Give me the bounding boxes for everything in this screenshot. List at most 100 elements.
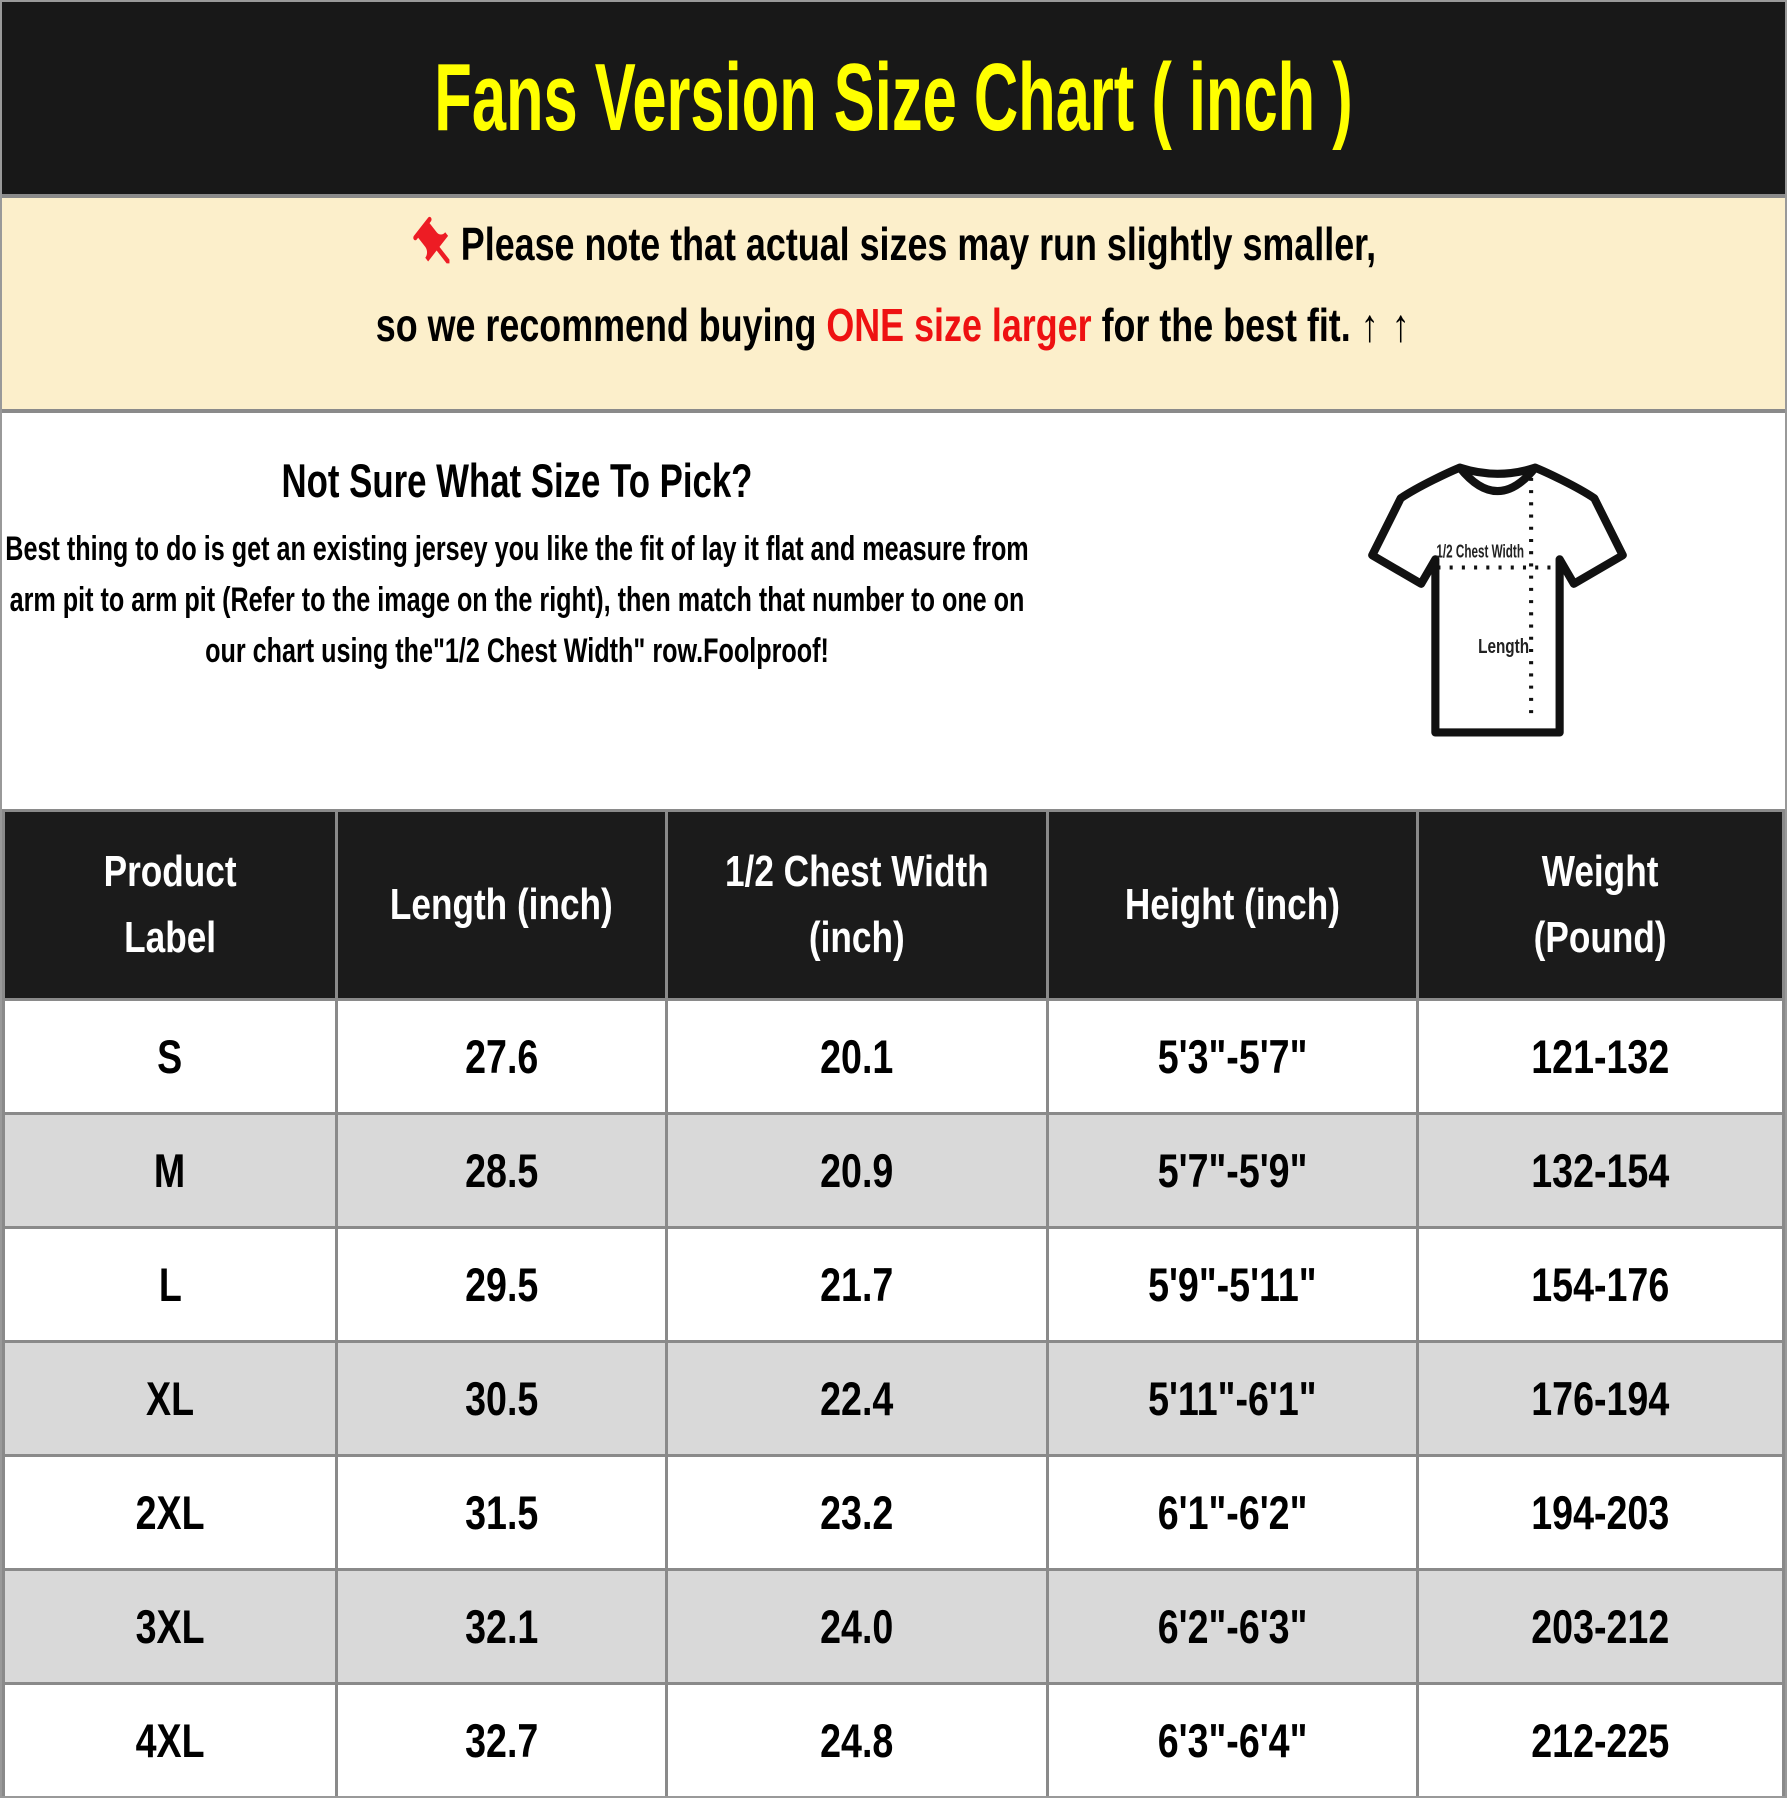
cell-value: 27.6 (464, 1030, 538, 1083)
table-cell-chest: 20.9 (667, 1115, 1047, 1226)
table-cell-size: 4XL (5, 1685, 335, 1796)
header-banner: Fans Version Size Chart ( inch ) (2, 2, 1785, 194)
table-cell-chest: 24.0 (667, 1571, 1047, 1682)
cell-value: 21.7 (820, 1258, 894, 1311)
cell-value: 6'3"-6'4" (1157, 1714, 1308, 1767)
cell-value: 212-225 (1531, 1714, 1670, 1767)
cell-value: 6'2"-6'3" (1157, 1600, 1308, 1653)
cell-value: 23.2 (820, 1486, 894, 1539)
table-cell-height: 5'7"-5'9" (1049, 1115, 1416, 1226)
table-cell-length: 31.5 (337, 1457, 665, 1568)
table-cell-weight: 121-132 (1418, 1001, 1782, 1112)
section-divider (2, 194, 1785, 198)
table-cell-weight: 176-194 (1418, 1343, 1782, 1454)
cell-value: 154-176 (1531, 1258, 1670, 1311)
cell-value: 22.4 (820, 1372, 894, 1425)
tshirt-outline (1368, 463, 1627, 737)
cell-value: 5'7"-5'9" (1157, 1144, 1308, 1197)
table-cell-length: 30.5 (337, 1343, 665, 1454)
table-cell-weight: 154-176 (1418, 1229, 1782, 1340)
table-cell-weight: 194-203 (1418, 1457, 1782, 1568)
cell-value: 203-212 (1531, 1600, 1670, 1653)
table-cell-height: 5'9"-5'11" (1049, 1229, 1416, 1340)
sizing-help-heading: Not Sure What Size To Pick? (281, 454, 753, 507)
header-line: (inch) (809, 913, 905, 962)
table-cell-weight: 132-154 (1418, 1115, 1782, 1226)
table-cell-height: 5'3"-5'7" (1049, 1001, 1416, 1112)
tshirt-collar (1455, 463, 1540, 495)
cell-value: 29.5 (464, 1258, 538, 1311)
table-cell-size: 2XL (5, 1457, 335, 1568)
cell-value: XL (145, 1372, 194, 1425)
table-cell-height: 6'1"-6'2" (1049, 1457, 1416, 1568)
length-label: Length (1478, 636, 1529, 658)
cell-value: 176-194 (1531, 1372, 1670, 1425)
cell-value: 5'9"-5'11" (1148, 1258, 1317, 1311)
section-divider (2, 409, 1785, 413)
cell-value: L (158, 1258, 182, 1311)
table-cell-length: 32.1 (337, 1571, 665, 1682)
cell-value: 5'3"-5'7" (1157, 1030, 1308, 1083)
table-cell-chest: 24.8 (667, 1685, 1047, 1796)
cell-value: 20.1 (820, 1030, 894, 1083)
pushpin-icon (413, 216, 450, 264)
table-header-cell-length: Length (inch) (337, 812, 665, 998)
table-cell-length: 29.5 (337, 1229, 665, 1340)
cell-value: 3XL (135, 1600, 205, 1653)
up-arrows: ↑ ↑ (1360, 299, 1412, 351)
cell-value: 32.7 (464, 1714, 538, 1767)
table-cell-size: 3XL (5, 1571, 335, 1682)
table-cell-length: 28.5 (337, 1115, 665, 1226)
cell-value: 132-154 (1531, 1144, 1670, 1197)
cell-value: 4XL (135, 1714, 205, 1767)
note-line-2: so we recommend buying ONE size larger f… (198, 296, 1589, 356)
cell-value: 6'1"-6'2" (1157, 1486, 1308, 1539)
table-cell-chest: 21.7 (667, 1229, 1047, 1340)
table-cell-height: 5'11"-6'1" (1049, 1343, 1416, 1454)
chest-width-label: 1/2 Chest Width (1436, 540, 1524, 561)
note-line-1: Please note that actual sizes may run sl… (198, 214, 1589, 276)
cell-value: M (154, 1144, 186, 1197)
cell-value: 28.5 (464, 1144, 538, 1197)
tshirt-measurement-diagram: 1/2 Chest Width Length (1368, 463, 1627, 737)
cell-value: 5'11"-6'1" (1148, 1372, 1317, 1425)
table-cell-weight: 203-212 (1418, 1571, 1782, 1682)
table-header-cell-chest-width: 1/2 Chest Width (inch) (667, 812, 1047, 998)
table-cell-height: 6'2"-6'3" (1049, 1571, 1416, 1682)
table-cell-size: XL (5, 1343, 335, 1454)
table-cell-weight: 212-225 (1418, 1685, 1782, 1796)
sizing-help-text: Not Sure What Size To Pick? Best thing t… (2, 453, 1035, 677)
cell-value: 2XL (135, 1486, 205, 1539)
cell-value: 24.8 (820, 1714, 894, 1767)
cell-value: 32.1 (464, 1600, 538, 1653)
table-cell-size: M (5, 1115, 335, 1226)
table-cell-length: 27.6 (337, 1001, 665, 1112)
header-line: Height (inch) (1124, 880, 1340, 929)
table-cell-chest: 23.2 (667, 1457, 1047, 1568)
table-cell-size: S (5, 1001, 335, 1112)
note-text-3: for the best fit. (1091, 299, 1361, 351)
header-line: Length (inch) (389, 880, 613, 929)
header-line: Product (103, 847, 237, 896)
table-cell-chest: 22.4 (667, 1343, 1047, 1454)
table-cell-chest: 20.1 (667, 1001, 1047, 1112)
table-header-cell-product-label: Product Label (5, 812, 335, 998)
page-title: Fans Version Size Chart ( inch ) (434, 44, 1353, 151)
cell-value: S (157, 1030, 183, 1083)
header-line: Label (123, 913, 216, 962)
sizing-help-section: Not Sure What Size To Pick? Best thing t… (2, 413, 1785, 809)
header-line: (Pound) (1533, 913, 1667, 962)
header-line: 1/2 Chest Width (725, 847, 989, 896)
note-text-2: so we recommend buying (375, 299, 827, 351)
table-header-cell-weight: Weight (Pound) (1418, 812, 1782, 998)
size-table: Product Label Length (inch) 1/2 Chest Wid… (2, 809, 1785, 1796)
one-size-larger-text: ONE size larger (826, 299, 1092, 351)
table-cell-length: 32.7 (337, 1685, 665, 1796)
cell-value: 20.9 (820, 1144, 894, 1197)
cell-value: 121-132 (1531, 1030, 1670, 1083)
note-text-1: Please note that actual sizes may run sl… (460, 218, 1377, 270)
table-cell-size: L (5, 1229, 335, 1340)
cell-value: 30.5 (464, 1372, 538, 1425)
cell-value: 194-203 (1531, 1486, 1670, 1539)
